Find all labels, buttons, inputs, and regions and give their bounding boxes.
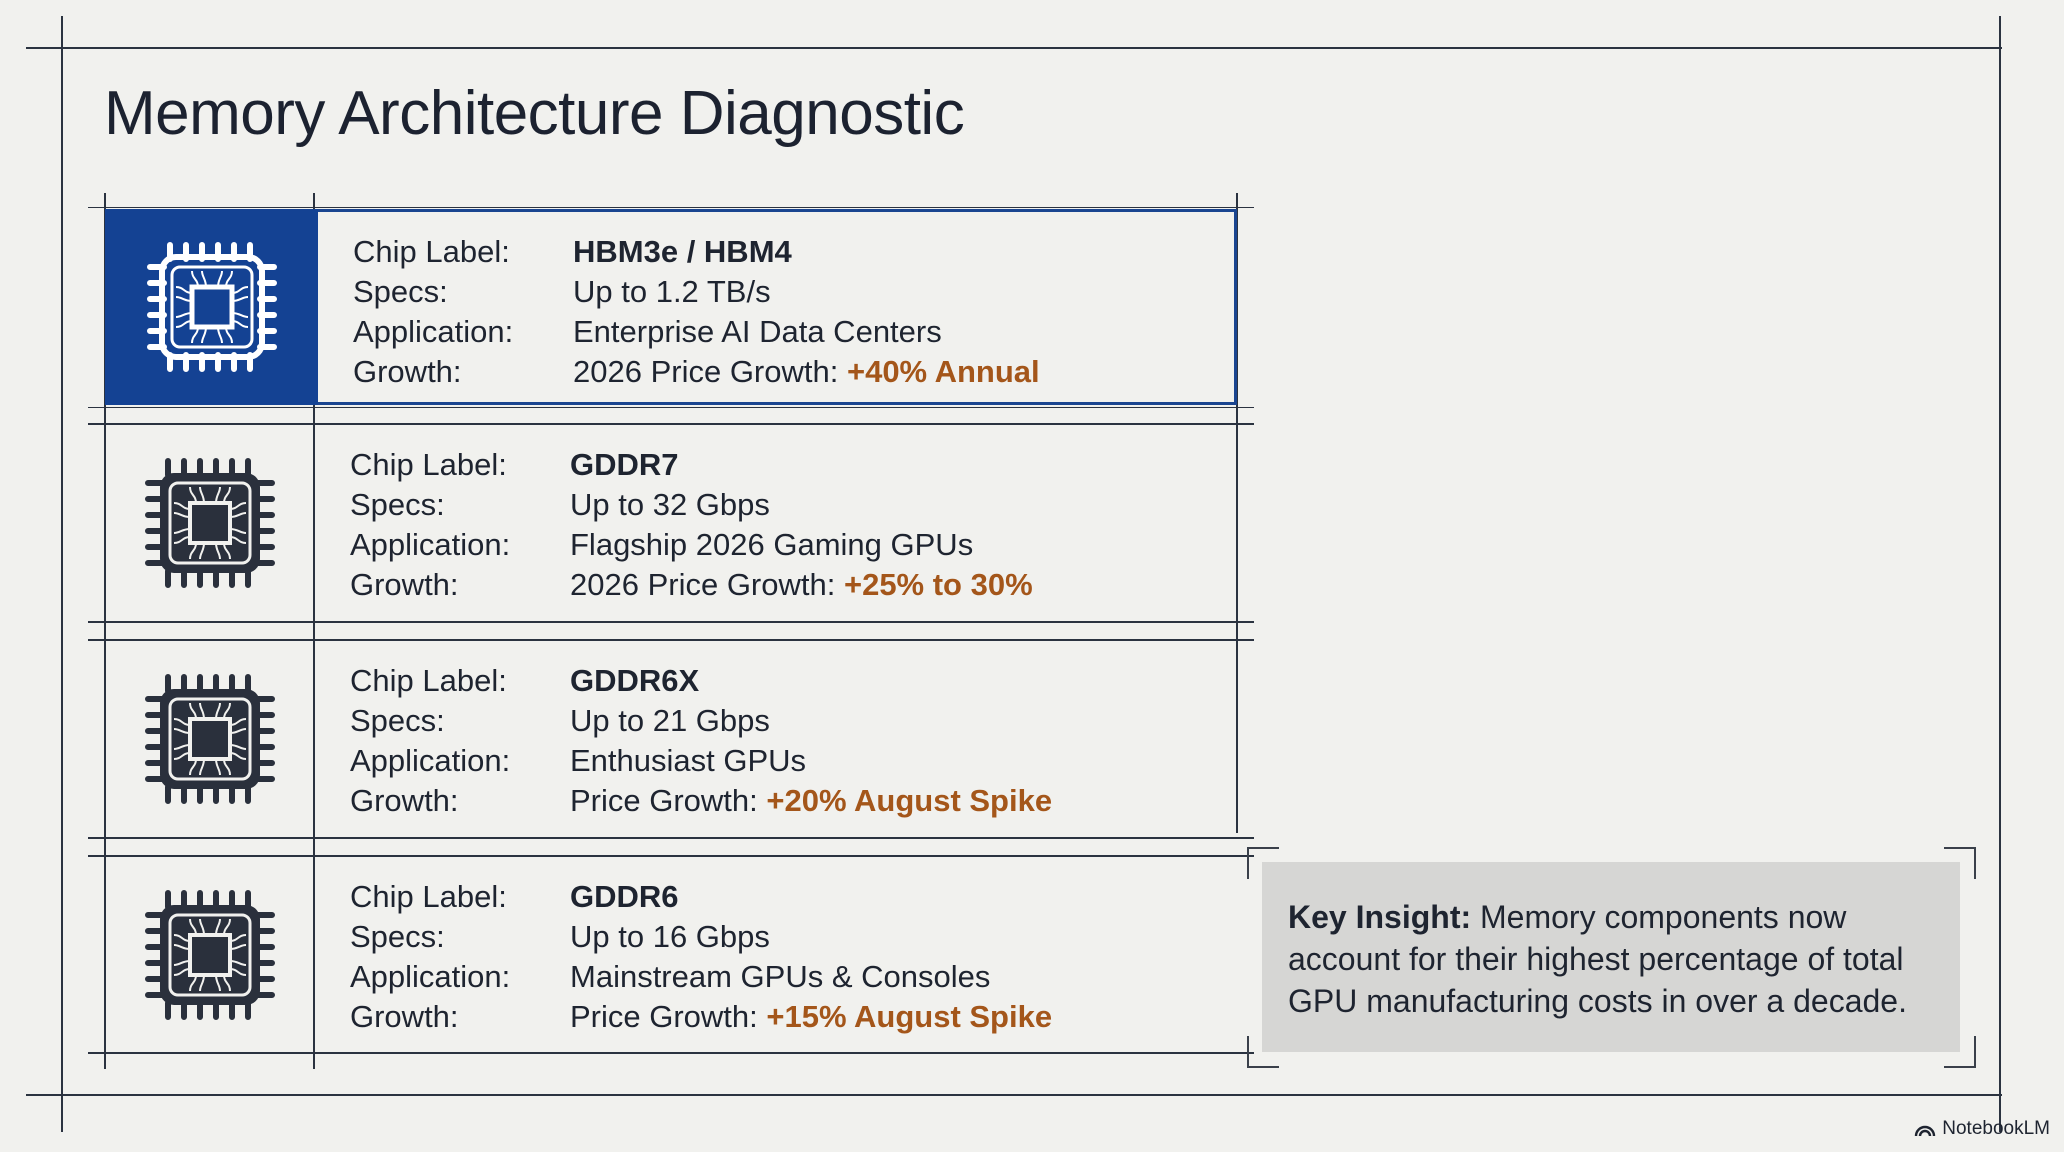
memory-row-gddr6x: Chip Label: GDDR6X Specs: Up to 21 Gbps Ap… [105, 641, 1237, 837]
specs-label: Specs: [350, 703, 445, 738]
chip-icon-cell [105, 425, 315, 621]
application-label: Application: [350, 743, 511, 778]
bracket-bottom-right [1944, 1036, 1976, 1068]
frame-line-bottom [26, 1094, 2002, 1096]
growth-prefix: Price Growth: [570, 783, 767, 818]
table-hline [88, 639, 1254, 641]
table-left-line [104, 193, 106, 1069]
footer-brand: NotebookLM [1914, 1118, 2050, 1140]
growth-highlight: +20% August Spike [766, 783, 1053, 818]
specs-label: Specs: [353, 274, 448, 309]
application-value: Flagship 2026 Gaming GPUs [570, 527, 974, 562]
chip-icon-cell [105, 641, 315, 837]
growth-prefix: 2026 Price Growth: [570, 567, 844, 602]
memory-info: Chip Label: GDDR6 Specs: Up to 16 Gbps App… [350, 877, 1052, 1037]
chip-icon-cell [105, 209, 318, 405]
growth-label: Growth: [350, 567, 459, 602]
table-hline [88, 837, 1254, 839]
chip-icon [145, 458, 275, 588]
chip-label-label: Chip Label: [350, 879, 507, 914]
chip-label-label: Chip Label: [350, 447, 507, 482]
application-value: Enterprise AI Data Centers [573, 314, 942, 349]
frame-line-top [26, 47, 2002, 49]
table-hline [88, 621, 1254, 623]
table-hline [88, 407, 1254, 408]
bracket-top-left [1247, 847, 1279, 879]
growth-highlight: +25% to 30% [843, 567, 1033, 602]
memory-info: Chip Label: GDDR6X Specs: Up to 21 Gbps Ap… [350, 661, 1052, 821]
bracket-top-right [1944, 847, 1976, 879]
footer-brand-label: NotebookLM [1942, 1118, 2050, 1139]
application-label: Application: [353, 314, 514, 349]
growth-label: Growth: [353, 354, 462, 389]
table-hline [88, 207, 1254, 208]
growth-highlight: +40% Annual [846, 354, 1040, 389]
table-right-line [1236, 193, 1238, 833]
application-value: Mainstream GPUs & Consoles [570, 959, 991, 994]
chip-icon-cell [105, 857, 315, 1053]
chip-label-value: GDDR6 [570, 879, 679, 914]
notebooklm-logo-icon [1915, 1125, 1936, 1137]
key-insight-text: Memory components now account for their … [1288, 899, 1907, 1019]
table-hline [88, 855, 1254, 857]
chip-icon [145, 674, 275, 804]
growth-label: Growth: [350, 999, 459, 1034]
application-label: Application: [350, 959, 511, 994]
specs-value: Up to 32 Gbps [570, 487, 770, 522]
memory-row-hbm: Chip Label: HBM3e / HBM4 Specs: Up to 1.2 … [105, 209, 1237, 405]
chip-label-value: GDDR6X [570, 663, 700, 698]
key-insight-label: Key Insight: [1288, 899, 1472, 935]
memory-info: Chip Label: HBM3e / HBM4 Specs: Up to 1.2 … [353, 232, 1040, 392]
chip-label-label: Chip Label: [353, 234, 510, 269]
memory-row-gddr7: Chip Label: GDDR7 Specs: Up to 32 Gbps App… [105, 425, 1237, 621]
application-label: Application: [350, 527, 511, 562]
growth-label: Growth: [350, 783, 459, 818]
memory-info: Chip Label: GDDR7 Specs: Up to 32 Gbps App… [350, 445, 1033, 605]
table-hline [88, 1052, 1254, 1054]
chip-icon [145, 890, 275, 1020]
specs-label: Specs: [350, 487, 445, 522]
page-title: Memory Architecture Diagnostic [104, 79, 965, 148]
frame-line-left [61, 16, 63, 1132]
specs-value: Up to 21 Gbps [570, 703, 770, 738]
chip-label-value: HBM3e / HBM4 [573, 234, 792, 269]
memory-row-gddr6: Chip Label: GDDR6 Specs: Up to 16 Gbps App… [105, 857, 1237, 1053]
application-value: Enthusiast GPUs [570, 743, 807, 778]
chip-icon [146, 242, 277, 372]
bracket-bottom-left [1247, 1036, 1279, 1068]
key-insight-box: Key Insight: Memory components now accou… [1262, 862, 1960, 1052]
chip-label-value: GDDR7 [570, 447, 679, 482]
specs-value: Up to 1.2 TB/s [573, 274, 771, 309]
specs-label: Specs: [350, 919, 445, 954]
chip-label-label: Chip Label: [350, 663, 507, 698]
table-hline [88, 423, 1254, 425]
growth-highlight: +15% August Spike [766, 999, 1053, 1034]
frame-line-right [1999, 16, 2001, 1132]
table-col-line [313, 193, 315, 1069]
growth-prefix: Price Growth: [570, 999, 767, 1034]
growth-prefix: 2026 Price Growth: [573, 354, 847, 389]
specs-value: Up to 16 Gbps [570, 919, 770, 954]
